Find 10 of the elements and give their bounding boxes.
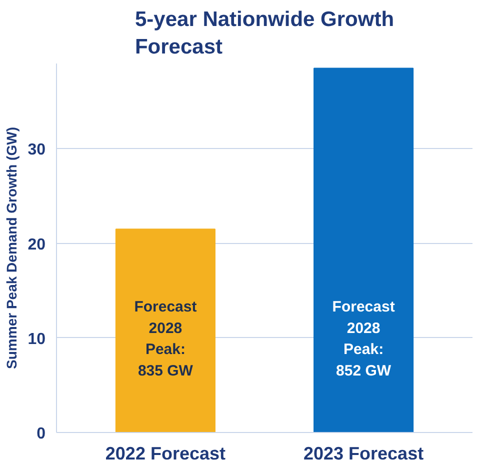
annotation: Forecast 2028 Peak: 852 GW xyxy=(332,298,395,380)
y-tick-label: 0 xyxy=(36,426,46,442)
y-tick-label: 30 xyxy=(28,142,46,159)
y-axis-title: Summer Peak Demand Growth (GW) xyxy=(4,127,20,369)
chart-title: 5-year Nationwide Growth Forecast xyxy=(134,8,394,58)
y-tick-label: 20 xyxy=(28,236,46,254)
y-tick-label: 10 xyxy=(28,330,46,348)
x-tick-label: 2023 Forecast xyxy=(304,444,424,464)
x-tick-label: 2022 Forecast xyxy=(105,444,226,464)
annotation: Forecast 2028 Peak: 835 GW xyxy=(134,298,197,380)
